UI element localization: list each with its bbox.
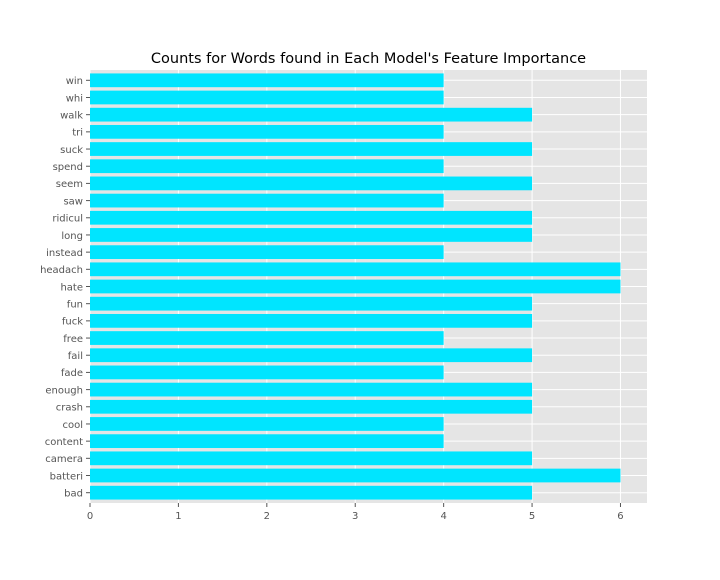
bar-spend — [90, 159, 444, 174]
bar-batteri — [90, 468, 621, 483]
bar-crash — [90, 399, 533, 414]
y-tick-label: saw — [63, 196, 83, 207]
y-tick-label: cool — [62, 420, 83, 431]
y-tick-label: headach — [40, 265, 83, 276]
chart-title: Counts for Words found in Each Model's F… — [151, 51, 586, 67]
x-tick-label: 5 — [529, 511, 535, 522]
y-tick-label: spend — [53, 162, 83, 173]
y-tick-label: fail — [68, 351, 83, 362]
bar-enough — [90, 382, 533, 397]
bar-win — [90, 73, 444, 88]
bar-hate — [90, 279, 621, 294]
bar-bad — [90, 485, 533, 500]
y-tick-label: win — [66, 76, 83, 87]
bar-whi — [90, 90, 444, 105]
bar-instead — [90, 245, 444, 260]
x-tick-label: 1 — [175, 511, 181, 522]
y-tick-label: enough — [45, 385, 83, 396]
y-tick-label: fun — [67, 299, 83, 310]
bar-saw — [90, 193, 444, 208]
y-tick-label: bad — [64, 488, 83, 499]
y-tick-label: batteri — [50, 471, 83, 482]
y-tick-label: walk — [60, 110, 83, 121]
y-tick-label: seem — [56, 179, 83, 190]
bar-headach — [90, 262, 621, 277]
bar-seem — [90, 176, 533, 191]
y-tick-label: whi — [66, 93, 83, 104]
bar-free — [90, 331, 444, 345]
bar-content — [90, 434, 444, 449]
x-tick-label: 6 — [617, 511, 623, 522]
y-tick-label: ridicul — [52, 214, 83, 225]
bar-walk — [90, 107, 533, 122]
bar-cool — [90, 417, 444, 431]
y-tick-label: fade — [61, 368, 83, 379]
bar-long — [90, 228, 533, 242]
bar-ridicul — [90, 210, 533, 225]
x-tick-label: 4 — [440, 511, 446, 522]
y-tick-label: crash — [56, 403, 83, 414]
bar-fail — [90, 348, 533, 363]
bar-camera — [90, 451, 533, 466]
x-tick-label: 3 — [352, 511, 358, 522]
y-tick-label: hate — [60, 282, 83, 293]
bar-fade — [90, 365, 444, 380]
bar-tri — [90, 124, 444, 139]
x-tick-label: 2 — [264, 511, 270, 522]
bar-fuck — [90, 313, 533, 328]
y-tick-label: tri — [72, 128, 83, 139]
x-tick-label: 0 — [87, 511, 93, 522]
y-tick-label: content — [45, 437, 83, 448]
bar-suck — [90, 142, 533, 156]
y-tick-label: long — [61, 231, 83, 242]
y-tick-label: suck — [60, 145, 83, 156]
bar-fun — [90, 296, 533, 311]
y-tick-label: instead — [46, 248, 83, 259]
y-tick-label: fuck — [62, 317, 83, 328]
y-tick-label: free — [63, 334, 83, 345]
y-tick-label: camera — [45, 454, 83, 465]
